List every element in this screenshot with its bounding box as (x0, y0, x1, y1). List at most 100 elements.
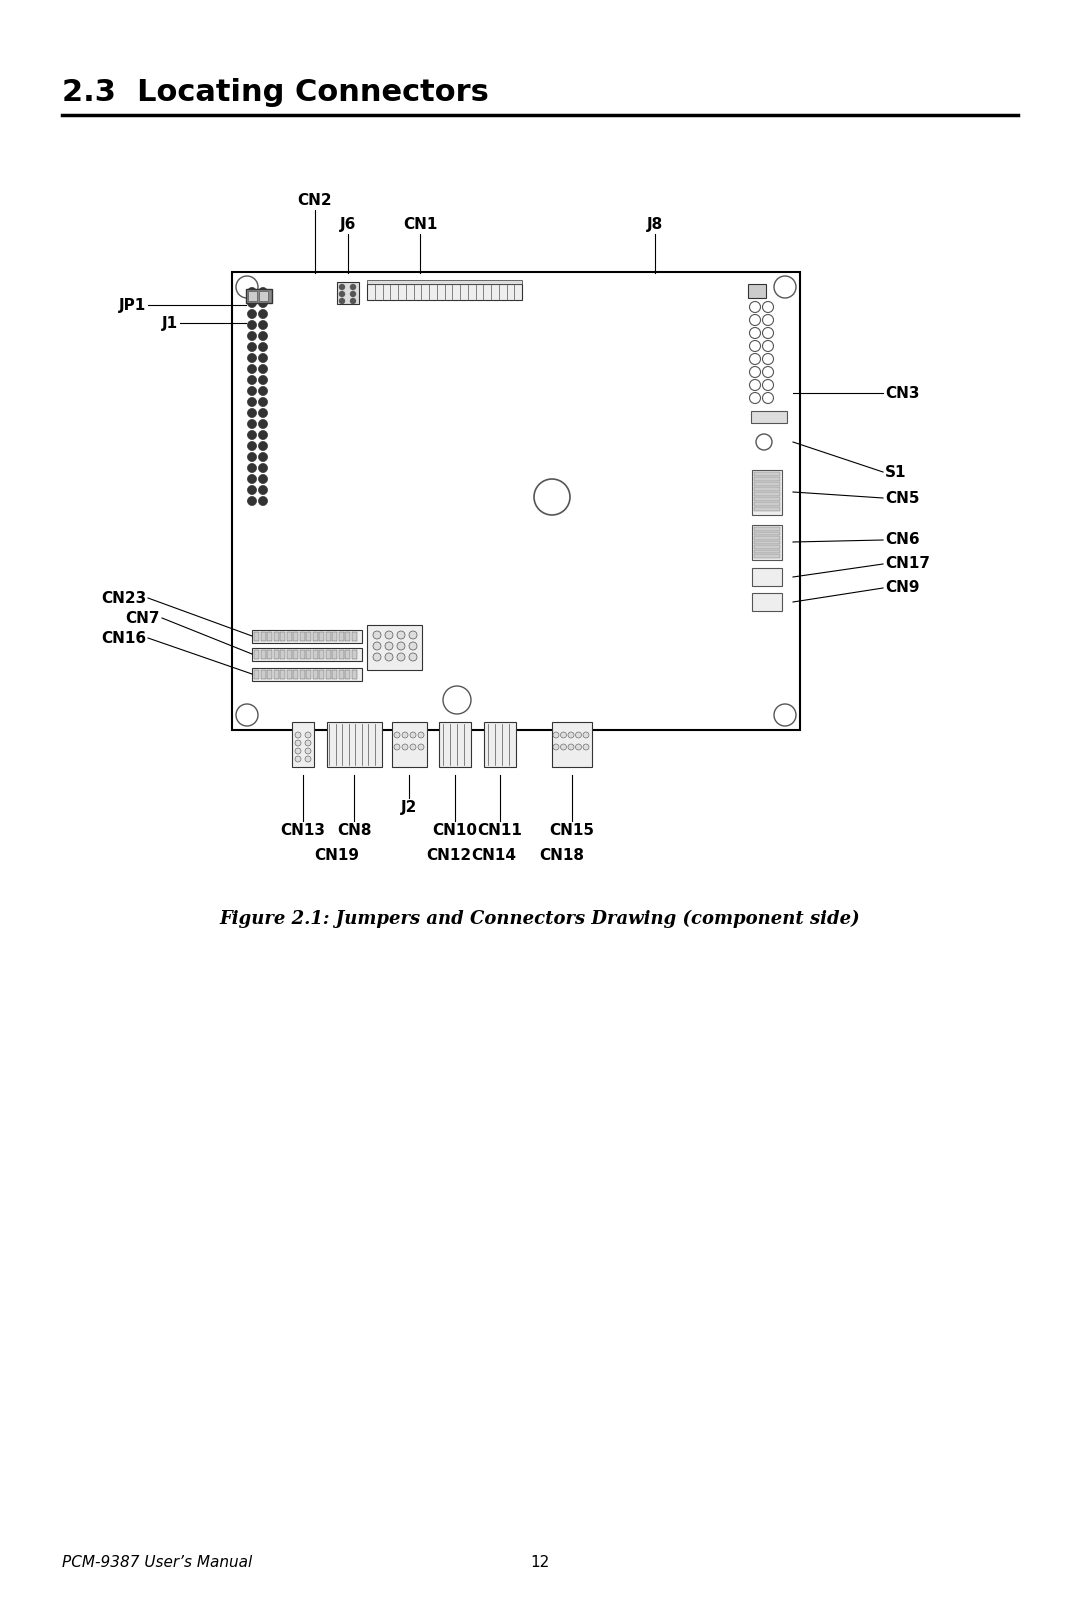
Circle shape (553, 744, 559, 751)
Text: CN10: CN10 (432, 824, 477, 838)
Bar (754, 553, 780, 558)
Circle shape (762, 353, 773, 364)
Bar (254, 633, 259, 641)
Circle shape (258, 332, 268, 340)
Circle shape (373, 642, 381, 650)
Text: PCM-9387 User’s Manual: PCM-9387 User’s Manual (62, 1555, 253, 1569)
Text: CN17: CN17 (885, 557, 930, 571)
Bar (337, 282, 359, 304)
Text: S1: S1 (885, 464, 906, 479)
Bar (248, 291, 257, 301)
Bar (754, 536, 780, 539)
Bar (351, 650, 356, 659)
Bar (319, 633, 324, 641)
Circle shape (258, 343, 268, 351)
Bar (754, 497, 780, 502)
Bar (752, 524, 782, 560)
Circle shape (409, 631, 417, 639)
Circle shape (258, 442, 268, 450)
Bar (280, 633, 285, 641)
Bar (752, 469, 782, 515)
Circle shape (247, 408, 257, 417)
Circle shape (295, 756, 301, 762)
Text: Figure 2.1: Jumpers and Connectors Drawing (component side): Figure 2.1: Jumpers and Connectors Drawi… (219, 909, 861, 929)
Bar (338, 650, 343, 659)
Bar (293, 650, 298, 659)
Text: CN16: CN16 (100, 631, 146, 646)
Bar (351, 633, 356, 641)
Bar (754, 487, 780, 490)
Circle shape (443, 686, 471, 714)
Text: CN13: CN13 (281, 824, 325, 838)
Text: J1: J1 (162, 316, 178, 330)
Circle shape (258, 474, 268, 484)
Circle shape (305, 748, 311, 754)
Circle shape (305, 739, 311, 746)
Circle shape (410, 744, 416, 751)
Text: CN15: CN15 (550, 824, 594, 838)
Circle shape (247, 320, 257, 330)
Bar (754, 492, 780, 497)
Bar (232, 272, 800, 730)
Circle shape (394, 744, 400, 751)
Text: CN23: CN23 (100, 591, 146, 605)
Bar (312, 670, 318, 680)
Bar (754, 540, 780, 544)
Bar (286, 670, 292, 680)
Bar (267, 670, 272, 680)
Bar (367, 625, 422, 670)
Circle shape (750, 340, 760, 351)
Bar (267, 633, 272, 641)
Circle shape (258, 375, 268, 385)
Circle shape (402, 744, 408, 751)
Circle shape (258, 387, 268, 395)
Text: J8: J8 (647, 217, 663, 231)
Circle shape (237, 277, 258, 298)
Bar (293, 633, 298, 641)
Circle shape (305, 731, 311, 738)
Bar (345, 633, 350, 641)
Bar (754, 545, 780, 549)
Bar (754, 531, 780, 536)
Circle shape (258, 485, 268, 495)
Circle shape (247, 343, 257, 351)
Circle shape (247, 375, 257, 385)
Text: CN11: CN11 (477, 824, 523, 838)
Circle shape (373, 654, 381, 662)
Bar (754, 506, 780, 511)
Circle shape (258, 408, 268, 417)
Text: CN12: CN12 (427, 848, 472, 862)
Bar (325, 670, 330, 680)
Circle shape (247, 485, 257, 495)
Circle shape (534, 479, 570, 515)
Circle shape (373, 631, 381, 639)
Bar (280, 650, 285, 659)
Circle shape (756, 434, 772, 450)
Circle shape (247, 453, 257, 461)
Circle shape (295, 739, 301, 746)
Circle shape (762, 327, 773, 338)
Circle shape (237, 704, 258, 726)
Circle shape (247, 387, 257, 395)
Circle shape (397, 631, 405, 639)
Bar (752, 568, 782, 586)
Circle shape (750, 380, 760, 390)
Circle shape (762, 340, 773, 351)
Circle shape (258, 453, 268, 461)
Circle shape (258, 298, 268, 307)
Circle shape (750, 393, 760, 403)
Bar (484, 722, 516, 767)
Circle shape (409, 654, 417, 662)
Bar (312, 650, 318, 659)
Circle shape (258, 288, 268, 296)
Circle shape (247, 430, 257, 440)
Bar (754, 502, 780, 506)
Text: CN6: CN6 (885, 532, 920, 547)
Circle shape (247, 353, 257, 362)
Bar (338, 670, 343, 680)
Circle shape (762, 301, 773, 312)
Bar (345, 650, 350, 659)
Bar (312, 633, 318, 641)
Circle shape (409, 642, 417, 650)
Bar (754, 472, 780, 476)
